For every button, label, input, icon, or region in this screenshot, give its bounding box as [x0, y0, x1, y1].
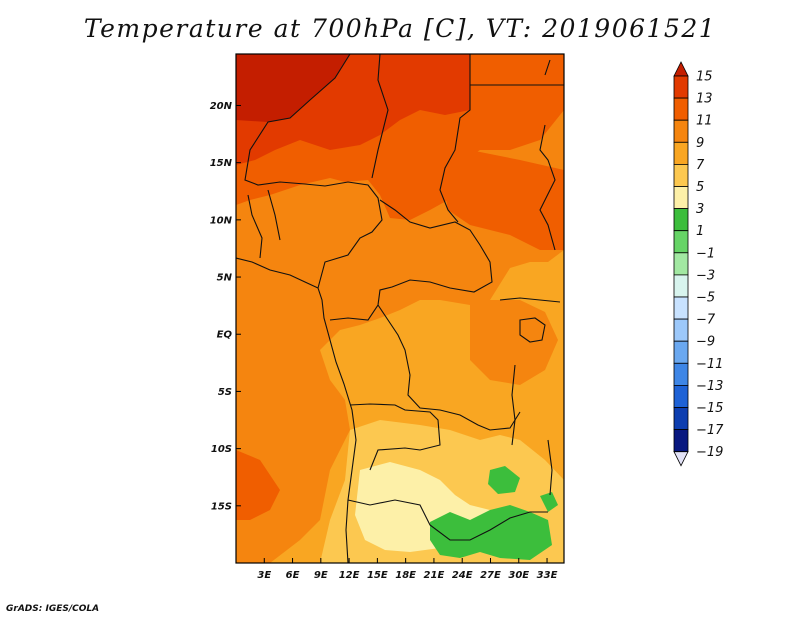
lon-tick-label: 3E [257, 570, 271, 581]
legend-label: 3 [696, 202, 704, 217]
boundary-lines [236, 54, 564, 563]
lon-tick-label: 9E [314, 570, 328, 581]
map-title: Temperature at 700hPa [C], VT: 201906152… [83, 14, 717, 43]
legend-label: −13 [696, 379, 723, 394]
legend-label: 7 [696, 158, 705, 173]
legend-label: 11 [696, 114, 713, 129]
lat-tick-label: 10N [210, 215, 233, 226]
field-band-1-3 [430, 505, 552, 560]
lon-tick-label: 18E [395, 570, 416, 581]
legend-swatch [673, 163, 689, 187]
color-legend: 15 13 11 9 7 5 3 1 −1 −3 −5 −7 −9 −11 −13 −15 −17 −19 [673, 61, 724, 467]
lon-tick-label: 12E [339, 570, 360, 581]
field-band-1-3-east [540, 492, 558, 512]
legend-label: −19 [696, 445, 723, 460]
longitude-axis: 3E 6E 9E 12E 15E 18E 21E 24E 27E 30E 33E [257, 558, 558, 581]
lon-tick-label: 27E [480, 570, 501, 581]
lon-tick-label: 33E [537, 570, 558, 581]
legend-swatch [673, 97, 689, 121]
legend-swatch [673, 141, 689, 165]
legend-label: 13 [696, 92, 713, 107]
lat-tick-label: 10S [211, 444, 232, 455]
lon-tick-label: 21E [424, 570, 445, 581]
lon-tick-label: 30E [508, 570, 529, 581]
legend-swatch [673, 186, 689, 210]
field-band-15-plus [236, 54, 350, 122]
lake-victoria [519, 317, 546, 343]
legend-swatch [673, 274, 689, 298]
lon-tick-label: 6E [286, 570, 300, 581]
legend-label: −11 [696, 357, 723, 372]
legend-label: 1 [696, 224, 704, 239]
temperature-field [236, 54, 564, 563]
lat-tick-label: 15S [211, 501, 232, 512]
lat-tick-label: 5N [217, 273, 233, 284]
legend-top-arrow [673, 61, 689, 77]
field-band-9-11-east [470, 300, 558, 385]
legend-swatch [673, 252, 689, 276]
lat-tick-label: 5S [218, 387, 232, 398]
lon-tick-label: 15E [367, 570, 388, 581]
legend-swatch [673, 296, 689, 320]
legend-swatch [673, 230, 689, 254]
lake-tanganyika [511, 364, 516, 446]
field-band-11-13-east [440, 150, 564, 250]
legend-bottom-arrow [673, 451, 689, 467]
legend-swatch [673, 75, 689, 99]
legend-swatch [673, 119, 689, 143]
legend-label: −7 [696, 313, 716, 328]
legend-label: −15 [696, 401, 723, 416]
legend-label: −3 [696, 268, 715, 283]
legend-swatch [673, 340, 689, 364]
lat-tick-label: 15N [210, 158, 233, 169]
latitude-axis: 20N 15N 10N 5N EQ 5S 10S 15S [210, 101, 241, 512]
legend-swatch [673, 407, 689, 431]
field-band-1-3-north [488, 466, 520, 494]
west-africa-coastline [236, 257, 357, 563]
legend-label: −17 [696, 423, 724, 438]
legend-swatch [673, 208, 689, 232]
legend-label: 9 [696, 136, 704, 151]
legend-label: −1 [696, 246, 715, 261]
field-band-11-13-sw [236, 450, 280, 520]
lat-tick-label: 20N [210, 101, 233, 112]
legend-label: 5 [696, 180, 704, 195]
legend-label: 15 [696, 70, 713, 85]
country-borders [244, 54, 561, 541]
lake-malawi [547, 439, 553, 496]
legend-label: −9 [696, 335, 715, 350]
map-frame [235, 53, 565, 564]
legend-label: −5 [696, 291, 715, 306]
nile-region-lines [470, 59, 564, 86]
lat-tick-label: EQ [217, 330, 233, 341]
legend-swatch [673, 318, 689, 342]
legend-swatch [673, 362, 689, 386]
lon-tick-label: 24E [452, 570, 473, 581]
grads-credit: GrADS: IGES/COLA [6, 604, 100, 614]
legend-swatch [673, 429, 689, 453]
legend-swatch [673, 384, 689, 408]
